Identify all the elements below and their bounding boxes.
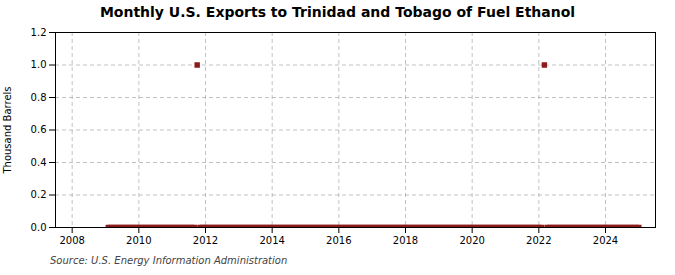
svg-text:2020: 2020 — [459, 235, 484, 246]
svg-text:2022: 2022 — [526, 235, 551, 246]
svg-text:0.4: 0.4 — [31, 157, 47, 168]
svg-text:2008: 2008 — [59, 235, 84, 246]
svg-text:0.0: 0.0 — [31, 222, 47, 233]
html-text:Source: U.S. Energy Informatio: Source: U.S. Energy Information Administ… — [50, 255, 288, 266]
svg-text:2012: 2012 — [193, 235, 218, 246]
svg-text:2016: 2016 — [326, 235, 351, 246]
svg-text:1.0: 1.0 — [31, 59, 47, 70]
svg-text:1.2: 1.2 — [31, 27, 47, 38]
svg-text:2018: 2018 — [393, 235, 418, 246]
svg-text:2024: 2024 — [593, 235, 618, 246]
svg-text:0.2: 0.2 — [31, 189, 47, 200]
svg-text:2010: 2010 — [126, 235, 151, 246]
svg-text:0.6: 0.6 — [31, 124, 47, 135]
svg-text:2014: 2014 — [259, 235, 284, 246]
html-text:Monthly U.S. Exports to Trinid: Monthly U.S. Exports to Trinidad and Tob… — [99, 4, 576, 20]
svg-text:Thousand Barrels: Thousand Barrels — [2, 86, 13, 174]
svg-text:0.8: 0.8 — [31, 92, 47, 103]
